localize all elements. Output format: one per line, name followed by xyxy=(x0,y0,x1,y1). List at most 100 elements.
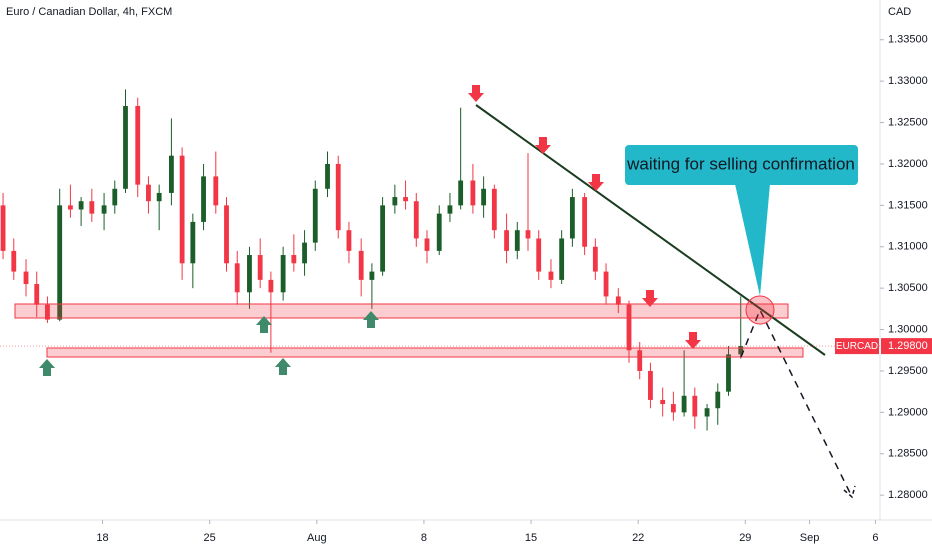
candle-body xyxy=(424,238,430,251)
candle-body xyxy=(615,296,621,305)
candle-body xyxy=(234,263,240,293)
candle-body xyxy=(481,188,487,206)
candle-body xyxy=(257,255,263,280)
candle-body xyxy=(514,230,520,251)
y-tick-label: 1.31500 xyxy=(888,199,928,211)
y-tick-label: 1.33500 xyxy=(888,34,928,46)
x-tick-label: 15 xyxy=(525,532,537,544)
price-badge xyxy=(881,338,932,355)
candle-body xyxy=(369,271,375,280)
candle-body xyxy=(168,155,174,193)
y-tick-label: 1.29500 xyxy=(888,365,928,377)
callout-box xyxy=(625,145,858,185)
candle-body xyxy=(247,255,252,293)
up-arrow xyxy=(39,359,55,376)
x-tick-label: Sep xyxy=(800,532,820,544)
down-arrow xyxy=(535,137,551,154)
candle-body xyxy=(291,255,297,264)
candle-body xyxy=(67,205,73,210)
candle-body xyxy=(312,188,318,243)
y-tick-label: 1.29000 xyxy=(888,406,928,418)
candle-body xyxy=(358,250,364,280)
candle-body xyxy=(45,304,50,320)
candle-body xyxy=(436,213,442,251)
candle-body xyxy=(392,197,398,206)
callout-text: waiting for selling confirmation xyxy=(626,154,855,173)
candle-body xyxy=(413,201,419,239)
candle-body xyxy=(592,246,598,272)
candle-body xyxy=(224,205,229,264)
down-arrow xyxy=(468,85,484,102)
candle-body xyxy=(0,205,6,251)
candle-body xyxy=(380,205,386,272)
x-tick-label: 8 xyxy=(421,532,427,544)
candle-body xyxy=(78,201,84,210)
projection-arrow xyxy=(843,485,856,499)
candle-body xyxy=(681,395,687,413)
y-tick-label: 1.33000 xyxy=(888,75,928,87)
candle-body xyxy=(458,180,464,206)
candle-body xyxy=(704,408,710,417)
candle-body xyxy=(403,197,408,202)
candle-body xyxy=(536,238,542,272)
price-label: 1.29800 xyxy=(888,340,928,352)
x-tick-label: Aug xyxy=(307,532,327,544)
chart-title: Euro / Canadian Dollar, 4h, FXCM xyxy=(6,6,172,18)
candle-body xyxy=(670,404,676,413)
projection-line xyxy=(740,308,853,498)
candle-body xyxy=(190,221,196,264)
trend-line xyxy=(475,104,826,356)
resistance-zone xyxy=(14,303,789,319)
down-arrow xyxy=(642,290,658,307)
candle-body xyxy=(569,197,575,239)
candle-body xyxy=(112,188,118,206)
down-arrow xyxy=(685,332,701,349)
buy-arrows xyxy=(39,311,379,376)
candle-body xyxy=(346,230,352,251)
candle-body xyxy=(268,279,274,293)
x-tick-label: 29 xyxy=(739,532,751,544)
y-tick-label: 1.32000 xyxy=(888,158,928,170)
candle-body xyxy=(123,105,128,189)
y-tick-label: 1.32500 xyxy=(888,116,928,128)
currency-label: CAD xyxy=(888,6,911,18)
candle-body xyxy=(715,391,721,409)
candle-body xyxy=(201,176,206,222)
y-tick-label: 1.30000 xyxy=(888,323,928,335)
candle-body xyxy=(626,304,632,351)
candle-body xyxy=(213,176,219,206)
candle-body xyxy=(726,354,731,392)
x-tick-label: 25 xyxy=(204,532,216,544)
candle-body xyxy=(101,205,107,214)
down-arrow xyxy=(588,174,604,191)
candle-body xyxy=(156,192,162,202)
candle-body xyxy=(491,188,497,231)
candle-body xyxy=(648,370,653,400)
x-tick-label: 18 xyxy=(96,532,108,544)
up-arrow xyxy=(363,311,379,328)
symbol-badge xyxy=(835,338,879,355)
callout-pointer xyxy=(735,184,770,296)
candle-body xyxy=(280,255,286,293)
candle-body xyxy=(637,350,643,371)
candle-body xyxy=(525,230,531,239)
x-tick-label: 6 xyxy=(872,532,878,544)
sell-arrows xyxy=(468,85,701,349)
candle-body xyxy=(135,105,141,185)
candle-body xyxy=(179,155,185,264)
candle-body xyxy=(57,205,63,320)
candle-body xyxy=(660,399,666,405)
plot xyxy=(0,89,744,431)
candle-body xyxy=(146,184,151,202)
candle-body xyxy=(34,284,40,305)
up-arrow xyxy=(275,358,291,375)
signal-circle xyxy=(745,295,775,325)
candle-body xyxy=(335,163,341,231)
candle-body xyxy=(548,271,554,280)
up-arrow xyxy=(256,316,272,333)
candle-body xyxy=(692,395,698,417)
candle-body xyxy=(23,271,29,285)
y-tick-label: 1.30500 xyxy=(888,282,928,294)
support-zone xyxy=(46,347,804,358)
